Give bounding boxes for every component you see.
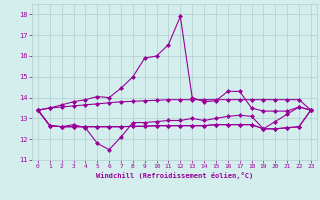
X-axis label: Windchill (Refroidissement éolien,°C): Windchill (Refroidissement éolien,°C) bbox=[96, 172, 253, 179]
